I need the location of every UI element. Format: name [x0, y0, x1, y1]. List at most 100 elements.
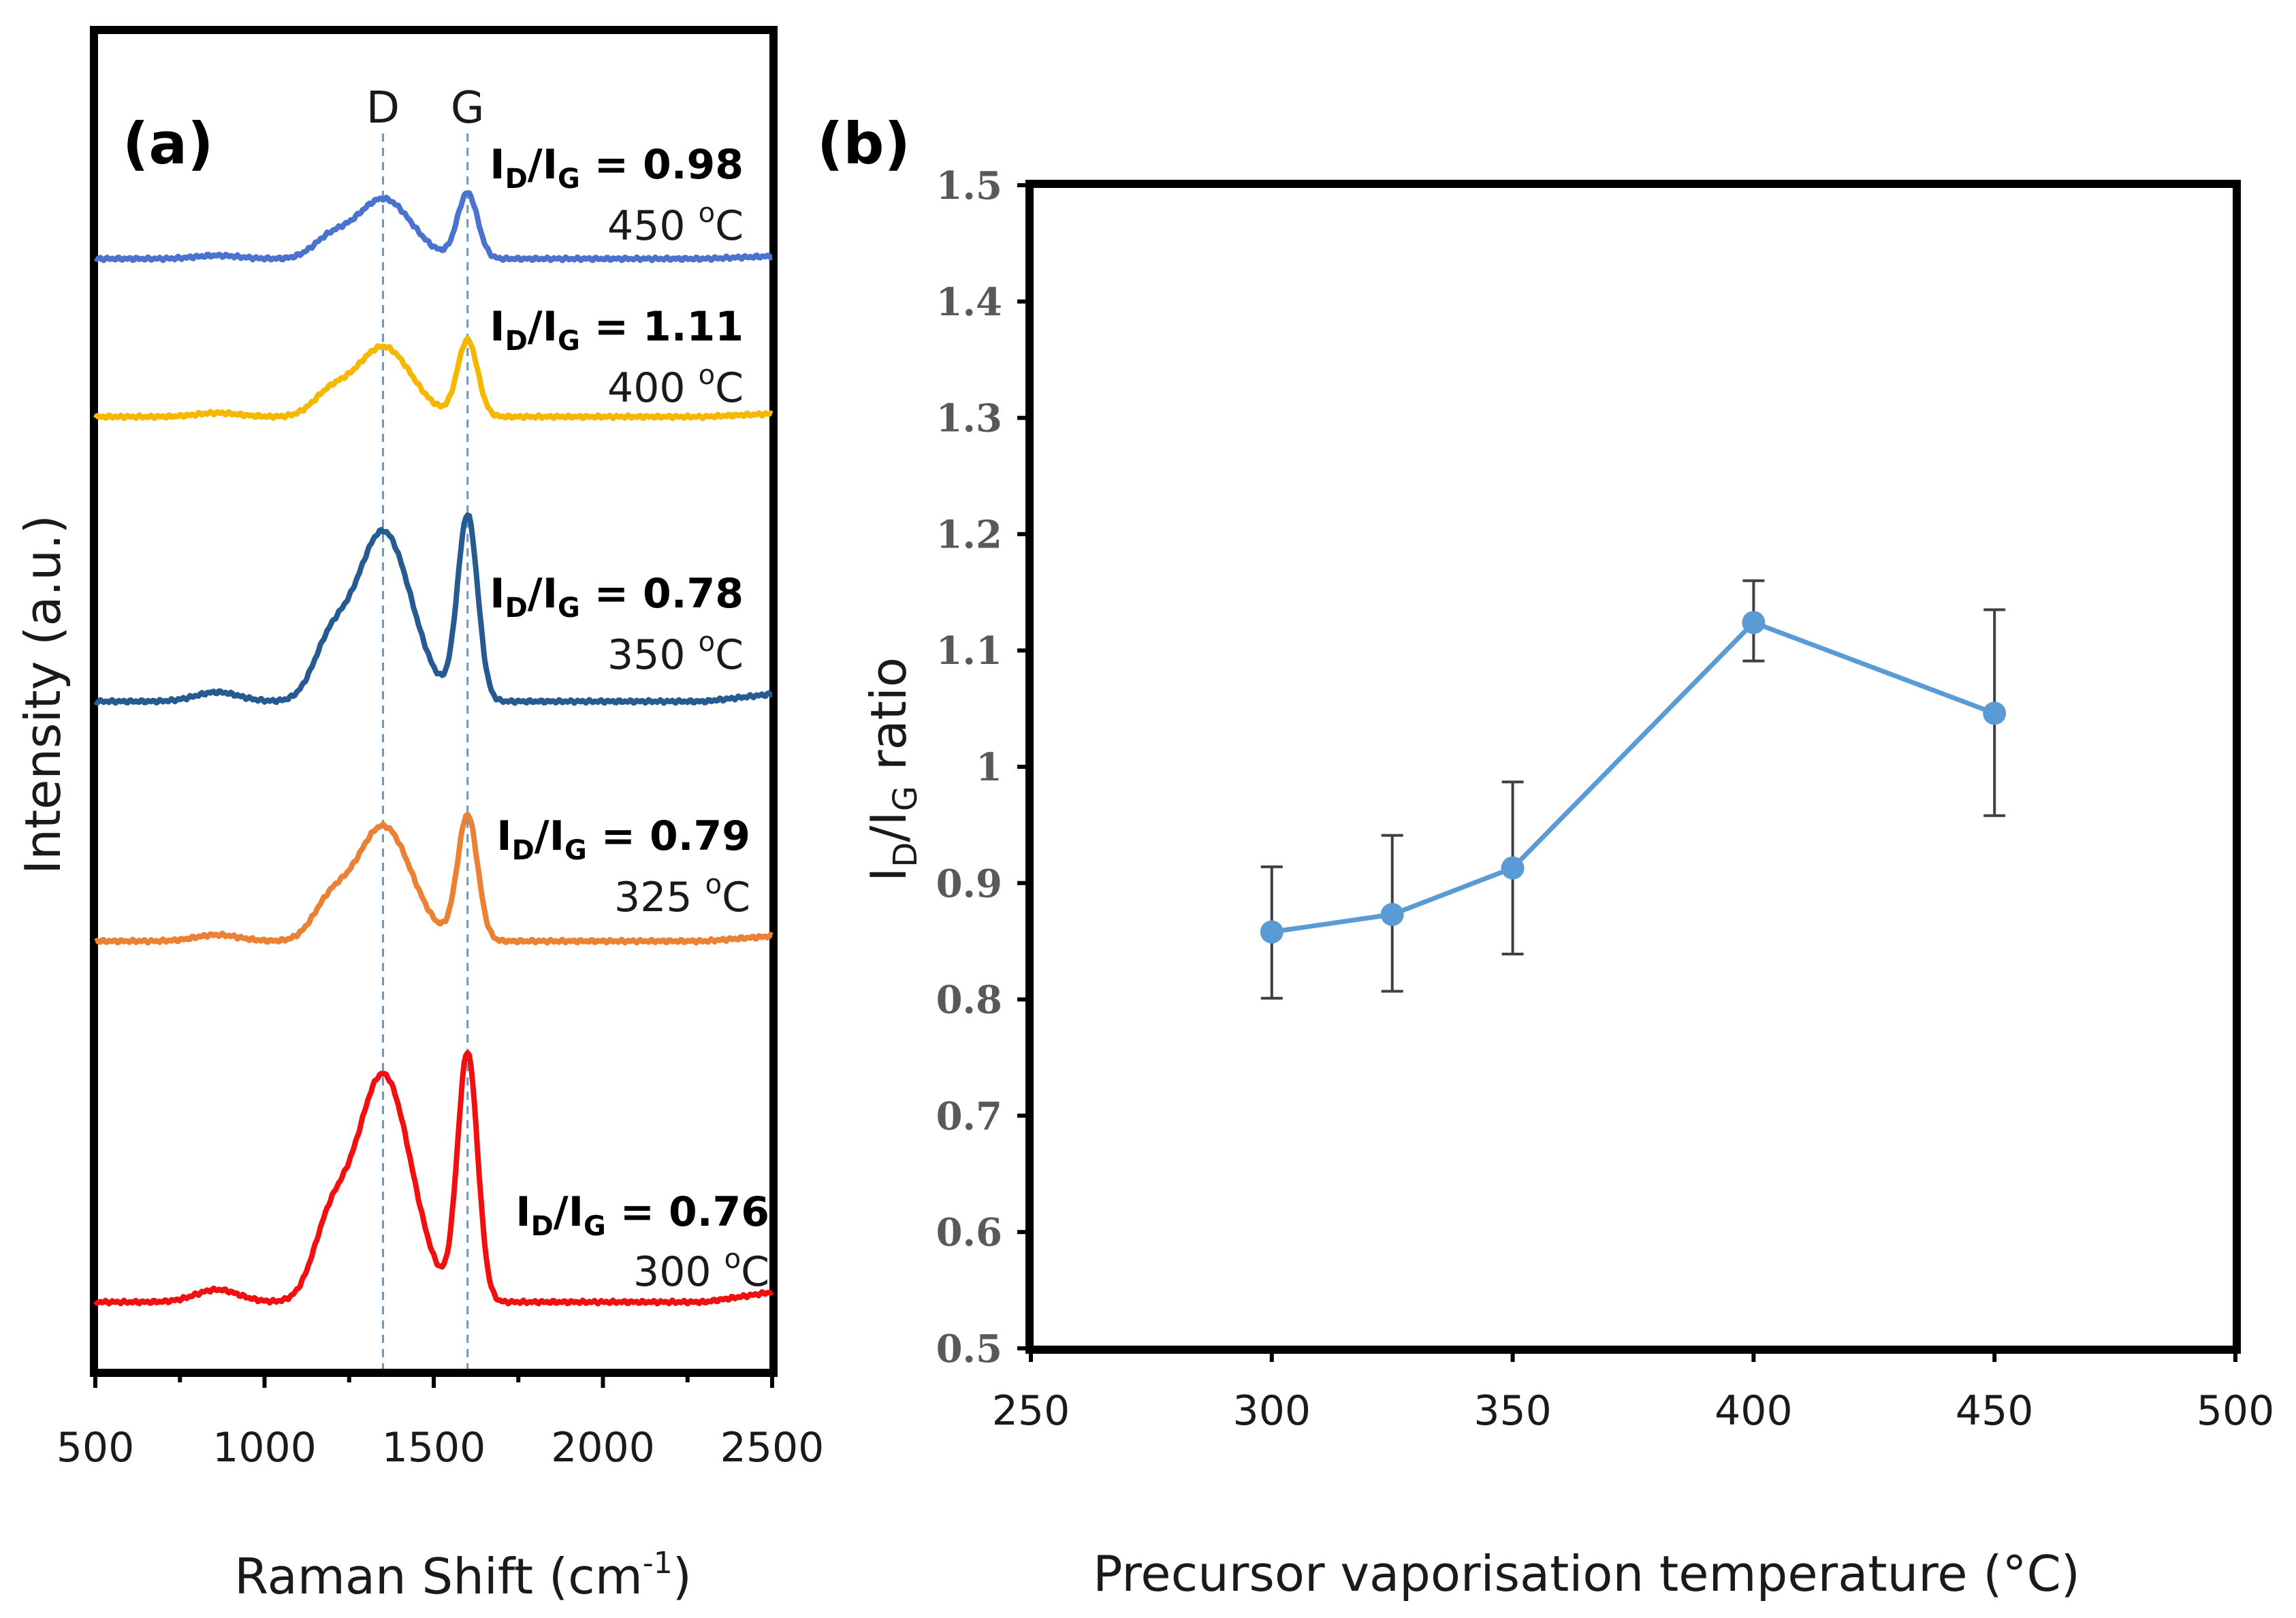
- a-x-tick-label: 500: [57, 1424, 135, 1472]
- a-ratio-part: =: [580, 303, 643, 351]
- panel-b-y-ticks: 0.5 0.6 0.7 0.8 0.9 1 1.1 1.2 1.3 1.4 1.5: [936, 163, 1031, 1371]
- a-x-tick-label: 2000: [551, 1424, 655, 1472]
- b-x-tick-label: 400: [1715, 1387, 1793, 1435]
- x-title-sup: -1: [643, 1546, 673, 1581]
- a-ratio-part: I: [496, 812, 511, 860]
- panel-b-label: (b): [817, 110, 910, 177]
- a-temp-c: C: [715, 631, 744, 679]
- panel-a-x-axis-title: Raman Shift (cm-1): [234, 1546, 692, 1605]
- panel-a-y-axis-title: Intensity (a.u.): [14, 515, 71, 874]
- a-ratio-part: /I: [528, 303, 558, 351]
- b-data-point: [1983, 701, 2007, 725]
- a-spectrum-325: [94, 811, 774, 946]
- a-ratio-part: =: [580, 141, 643, 189]
- a-ratio-part: I: [515, 1188, 530, 1236]
- a-peak-label-D: D: [366, 83, 400, 133]
- a-temp-value: 325: [614, 874, 705, 921]
- b-y-tick-label: 0.7: [936, 1094, 1002, 1139]
- a-ratio-part: I: [490, 303, 505, 351]
- b-y-tick-label: 0.6: [936, 1210, 1002, 1255]
- b-data-point: [1260, 920, 1283, 944]
- a-peak-label-G: G: [451, 83, 485, 133]
- a-ratio-part: =: [587, 812, 650, 860]
- panel-a-spectra: [93, 190, 774, 1307]
- a-ratio-part: /I: [528, 570, 558, 618]
- a-ratio-part: D: [505, 592, 528, 624]
- x-title-close: ): [673, 1548, 692, 1605]
- b-y-tick-label: 1.1: [936, 629, 1002, 673]
- a-temp-degree: o: [705, 869, 722, 900]
- b-x-tick-label: 300: [1233, 1387, 1311, 1435]
- b-y-tick-label: 0.9: [936, 861, 1002, 906]
- panel-b-series: [1260, 611, 2007, 944]
- a-temp-label: 300 oC: [633, 1243, 769, 1296]
- y-title-i: I: [860, 868, 917, 882]
- a-temp-degree: o: [699, 626, 715, 658]
- a-spectrum-350: [93, 512, 774, 706]
- b-data-point: [1742, 611, 1766, 635]
- b-y-tick-label: 1: [976, 745, 1002, 790]
- panel-a-label: (a): [123, 110, 213, 177]
- b-data-point: [1501, 856, 1525, 880]
- a-ratio-part: /I: [554, 1188, 584, 1236]
- panel-b-error-bars: [1260, 579, 2006, 1000]
- b-y-tick-label: 1.4: [936, 280, 1002, 325]
- a-ratio-label: ID/IG = 0.76: [515, 1188, 769, 1242]
- a-ratio-label: ID/IG = 1.11: [490, 303, 744, 357]
- a-temp-value: 350: [607, 631, 699, 679]
- a-temp-c: C: [722, 874, 750, 921]
- panel-b-ratio-plot: 0.5 0.6 0.7 0.8 0.9 1 1.1 1.2 1.3 1.4 1.5 250 300 35…: [817, 110, 2274, 1602]
- a-temp-degree: o: [699, 197, 715, 229]
- panel-b-x-ticks: 250 300 350 400 450 500: [992, 1348, 2274, 1435]
- a-ratio-part: G: [584, 1211, 606, 1242]
- b-series-line: [1271, 620, 1996, 934]
- panel-b-y-axis-title: ID/IG ratio: [860, 657, 925, 882]
- a-temp-c: C: [715, 202, 744, 250]
- a-ratio-label: ID/IG = 0.98: [490, 141, 744, 195]
- a-temp-degree: o: [699, 360, 715, 391]
- b-y-tick-label: 1.5: [936, 163, 1002, 208]
- a-ratio-part: 0.78: [643, 570, 744, 618]
- a-temp-value: 450: [607, 202, 699, 250]
- a-temp-c: C: [741, 1248, 769, 1296]
- b-x-tick-label: 450: [1956, 1387, 2034, 1435]
- b-y-tick-label: 1.2: [936, 512, 1002, 557]
- a-x-tick-label: 1000: [212, 1424, 317, 1472]
- a-ratio-part: G: [558, 326, 580, 357]
- a-ratio-part: D: [512, 835, 535, 866]
- a-temp-value: 300: [633, 1248, 724, 1296]
- a-ratio-part: D: [505, 326, 528, 357]
- b-x-tick-label: 250: [992, 1387, 1070, 1435]
- panel-b-x-axis-title: Precursor vaporisation temperature (°C): [1093, 1545, 2080, 1602]
- a-ratio-part: /I: [528, 141, 558, 189]
- panel-b-frame: [1025, 180, 2241, 1354]
- a-ratio-part: 1.11: [643, 303, 744, 351]
- a-ratio-part: I: [490, 141, 505, 189]
- y-title-end: ratio: [860, 657, 917, 786]
- a-ratio-label: ID/IG = 0.79: [496, 812, 750, 866]
- a-ratio-part: =: [580, 570, 643, 618]
- a-x-tick-label: 2500: [720, 1424, 825, 1472]
- a-spectrum-400: [93, 335, 774, 422]
- a-ratio-part: 0.76: [669, 1188, 769, 1236]
- y-title-sub-g: G: [887, 786, 925, 811]
- panel-a-x-tick-labels: 500 1000 1500 2000 2500: [57, 1424, 825, 1472]
- a-temp-label: 350 oC: [607, 626, 744, 679]
- a-ratio-label: ID/IG = 0.78: [490, 570, 744, 624]
- a-ratio-part: D: [531, 1211, 554, 1242]
- b-y-tick-label: 0.5: [936, 1327, 1002, 1371]
- a-ratio-part: G: [558, 163, 580, 195]
- a-ratio-part: 0.79: [650, 812, 750, 860]
- a-ratio-part: I: [490, 570, 505, 618]
- a-temp-label: 325 oC: [614, 869, 750, 921]
- a-ratio-part: G: [558, 592, 580, 624]
- a-temp-degree: o: [724, 1243, 741, 1275]
- b-x-tick-label: 350: [1473, 1387, 1552, 1435]
- a-temp-label: 400 oC: [607, 360, 744, 412]
- y-title-sub-d: D: [887, 842, 925, 868]
- panel-a-x-ticks: [93, 1371, 774, 1388]
- a-temp-value: 400: [607, 364, 699, 412]
